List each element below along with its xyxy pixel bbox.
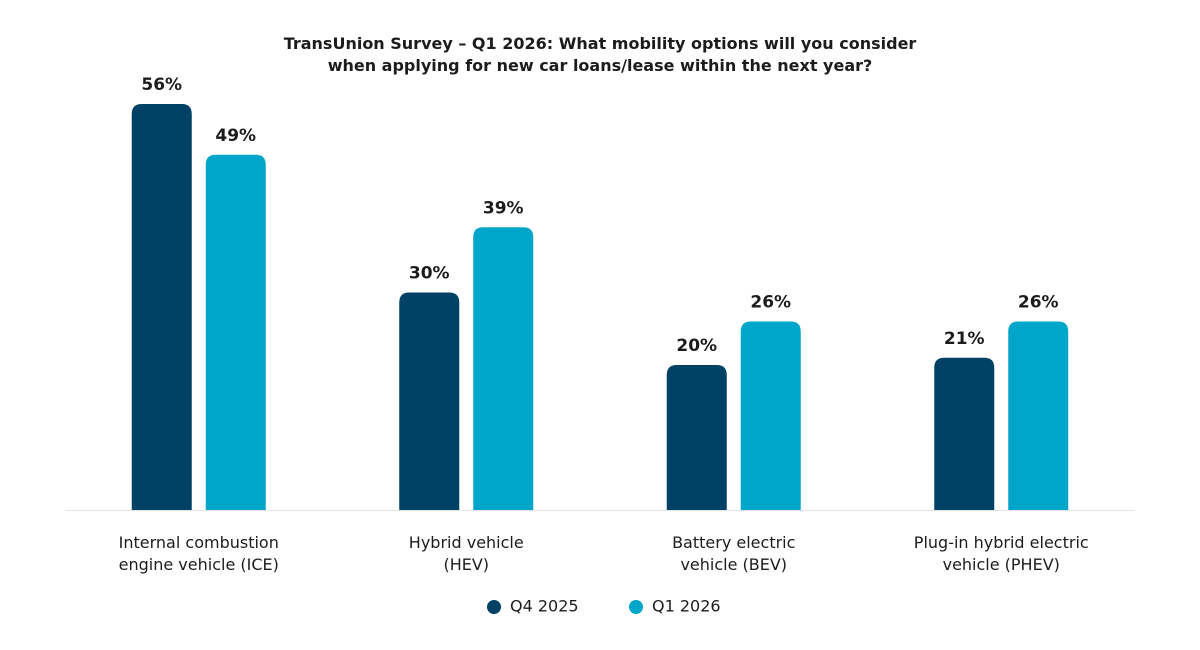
x-tick-label: Plug-in hybrid electric vehicle (PHEV) [913,533,1089,574]
value-label: 56% [141,75,182,95]
x-tick-label: Internal combustion engine vehicle (ICE) [118,533,279,574]
value-label: 20% [676,336,717,356]
legend-marker [629,600,643,614]
value-label: 49% [215,126,256,146]
value-label: 21% [944,329,985,349]
x-tick-label: Hybrid vehicle (HEV) [408,533,524,574]
legend-marker [487,600,501,614]
bar [740,321,801,510]
value-label: 39% [483,198,524,218]
bar [473,227,534,510]
x-tick-label: Battery electric vehicle (BEV) [672,533,796,574]
bar [666,365,727,510]
bar [934,357,995,510]
chart-title: TransUnion Survey – Q1 2026: What mobili… [283,34,917,75]
value-label: 26% [750,293,791,313]
bar [205,154,266,510]
bar [1008,321,1069,510]
value-label: 26% [1018,293,1059,313]
value-label: 30% [409,264,450,284]
bar [131,104,192,510]
legend-label: Q1 2026 [652,597,721,616]
legend-label: Q4 2025 [510,597,579,616]
bar [399,292,460,510]
